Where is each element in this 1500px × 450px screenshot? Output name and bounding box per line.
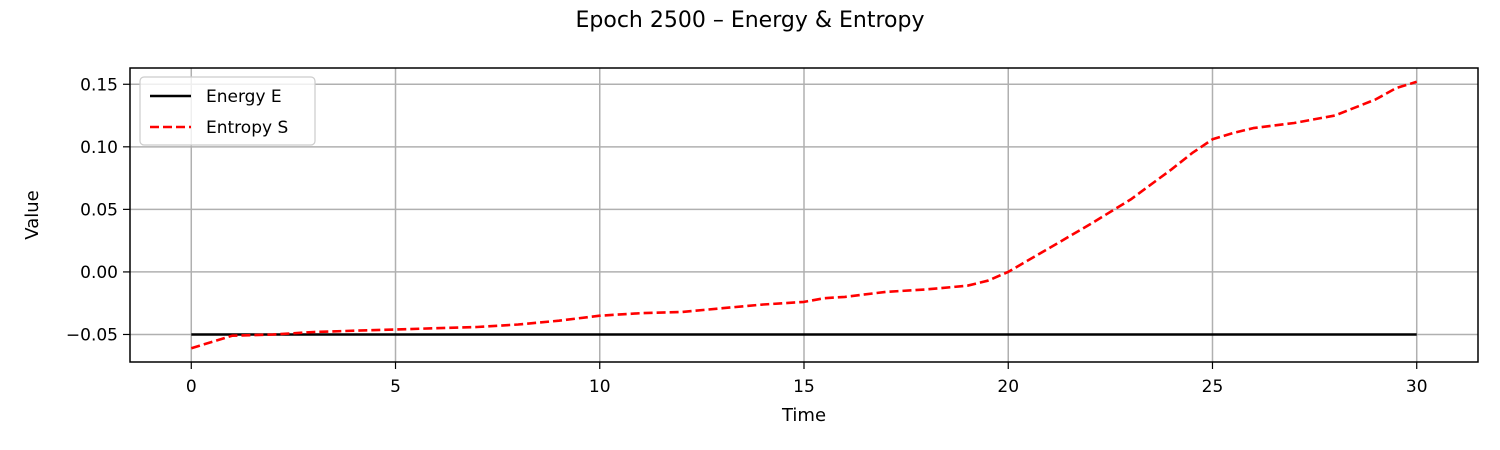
series-layer [190, 80, 1418, 350]
y-tick-label: 0.10 [80, 138, 118, 158]
y-tick-label: 0.05 [80, 200, 118, 220]
x-tick-label: 0 [186, 377, 197, 397]
y-tick-label: 0.15 [80, 75, 118, 95]
legend: Energy E Entropy S [139, 76, 316, 146]
series-line-entropy-s [190, 80, 1418, 350]
x-axis-label: Time [781, 405, 826, 426]
y-axis-label: Value [22, 190, 43, 239]
chart-title: Epoch 2500 – Energy & Entropy [576, 8, 925, 33]
x-tick-label: 10 [589, 377, 611, 397]
x-tick-label: 30 [1406, 377, 1428, 397]
x-tick-label: 20 [997, 377, 1019, 397]
x-tick-label: 5 [390, 377, 401, 397]
grid-lines [130, 68, 1478, 362]
y-tick-label: 0.00 [80, 263, 118, 283]
y-tick-label: −0.05 [66, 325, 118, 345]
x-axis-ticks: 0 5 10 15 20 25 30 [186, 362, 1428, 397]
legend-label: Entropy S [206, 118, 288, 138]
legend-label: Energy E [206, 87, 282, 107]
y-axis-ticks: −0.05 0.00 0.05 0.10 0.15 [66, 75, 130, 345]
x-tick-label: 25 [1202, 377, 1224, 397]
x-tick-label: 15 [793, 377, 815, 397]
